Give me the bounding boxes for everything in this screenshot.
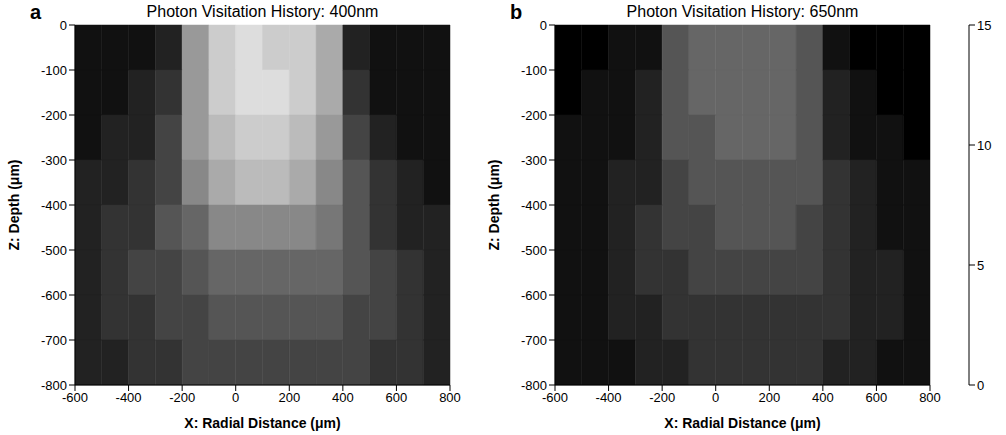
html-text:b: b: [510, 1, 523, 23]
svg-text:600: 600: [866, 390, 888, 405]
html-text:Photon Visitation History: 400: Photon Visitation History: 400nm: [146, 3, 379, 20]
svg-text:400: 400: [332, 390, 354, 405]
svg-text:15: 15: [977, 18, 991, 33]
svg-text:-200: -200: [169, 390, 195, 405]
svg-text:10: 10: [977, 138, 991, 153]
svg-text:X: Radial Distance (μm): X: Radial Distance (μm): [664, 415, 820, 431]
svg-text:5: 5: [977, 258, 984, 273]
svg-text:0: 0: [60, 18, 67, 33]
svg-text:-800: -800: [41, 378, 67, 393]
svg-text:600: 600: [386, 390, 408, 405]
svg-text:0: 0: [540, 18, 547, 33]
svg-text:800: 800: [919, 390, 941, 405]
svg-text:-800: -800: [521, 378, 547, 393]
svg-text:-600: -600: [521, 288, 547, 303]
svg-text:-200: -200: [649, 390, 675, 405]
svg-text:-500: -500: [521, 243, 547, 258]
svg-text:800: 800: [439, 390, 461, 405]
svg-text:-700: -700: [41, 333, 67, 348]
svg-text:-400: -400: [596, 390, 622, 405]
svg-text:-300: -300: [521, 153, 547, 168]
svg-text:X: Radial Distance (μm): X: Radial Distance (μm): [184, 415, 340, 431]
svg-text:Z: Depth (μm): Z: Depth (μm): [6, 160, 22, 251]
svg-text:-400: -400: [41, 198, 67, 213]
svg-text:200: 200: [278, 390, 300, 405]
svg-text:400: 400: [812, 390, 834, 405]
svg-text:-100: -100: [41, 63, 67, 78]
svg-text:200: 200: [758, 390, 780, 405]
svg-text:0: 0: [232, 390, 239, 405]
svg-text:-600: -600: [542, 390, 568, 406]
html-text:a: a: [30, 1, 42, 23]
svg-text:-600: -600: [62, 390, 88, 406]
svg-text:-200: -200: [41, 108, 67, 123]
svg-text:-400: -400: [521, 198, 547, 213]
svg-text:Z: Depth (μm): Z: Depth (μm): [486, 160, 502, 251]
svg-text:-100: -100: [521, 63, 547, 78]
svg-text:-500: -500: [41, 243, 67, 258]
svg-text:-400: -400: [116, 390, 142, 405]
svg-text:-700: -700: [521, 333, 547, 348]
svg-text:-200: -200: [521, 108, 547, 123]
svg-text:0: 0: [712, 390, 719, 405]
svg-text:-600: -600: [41, 288, 67, 303]
svg-text:0: 0: [977, 378, 984, 393]
svg-text:-300: -300: [41, 153, 67, 168]
html-text:Photon Visitation History: 650: Photon Visitation History: 650nm: [626, 3, 859, 20]
